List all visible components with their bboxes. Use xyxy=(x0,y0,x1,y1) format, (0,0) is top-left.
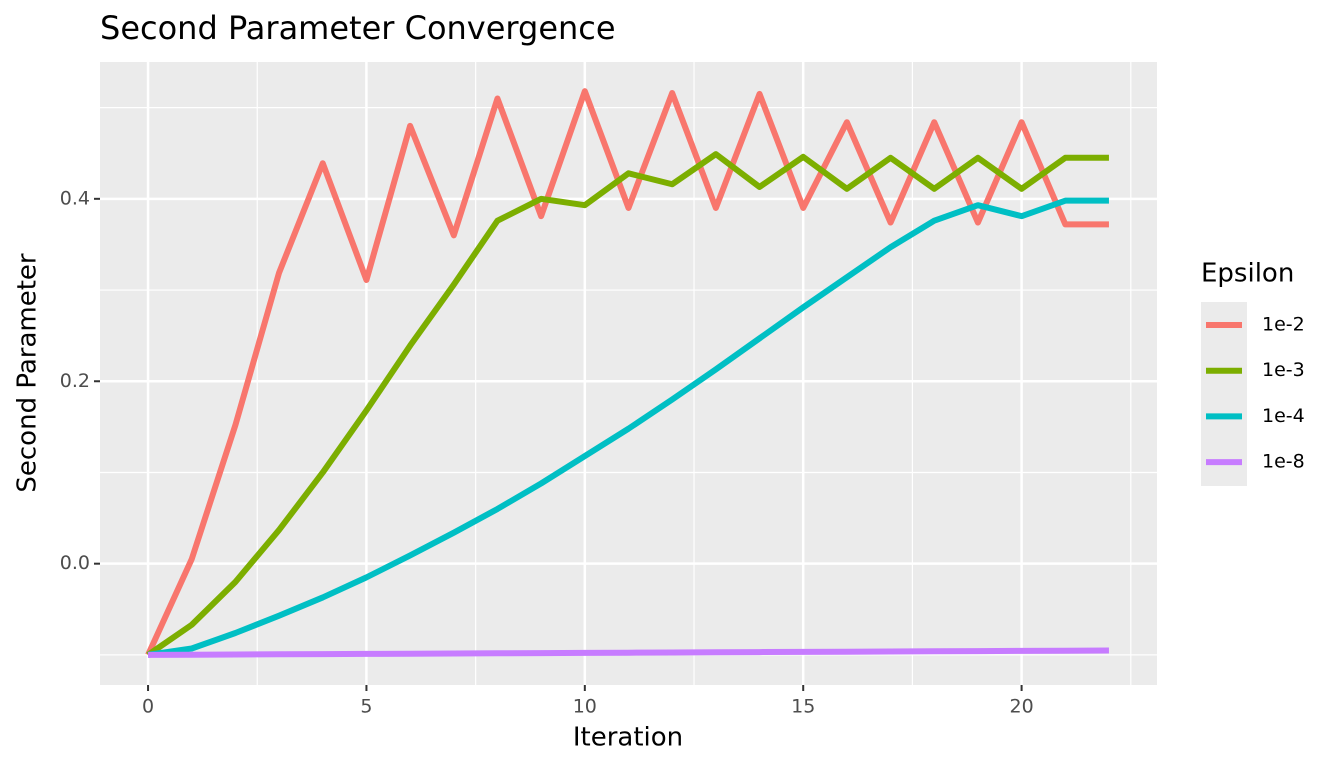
x-tick-label: 5 xyxy=(360,696,372,718)
x-axis-label: Iteration xyxy=(573,723,683,753)
y-axis-label: Second Parameter xyxy=(13,253,43,493)
x-tick-label: 0 xyxy=(142,696,154,718)
series-line xyxy=(146,151,1109,658)
legend-title: Epsilon xyxy=(1201,259,1294,289)
series-line xyxy=(145,88,1109,657)
legend-label: 1e-4 xyxy=(1262,405,1305,427)
legend-label: 1e-3 xyxy=(1262,359,1305,381)
series-line xyxy=(147,197,1109,658)
x-tick-label: 20 xyxy=(1010,696,1034,718)
y-tick-label: 0.2 xyxy=(60,370,90,392)
chart-title: Second Parameter Convergence xyxy=(100,9,616,47)
y-tick-label: 0.4 xyxy=(60,187,90,209)
x-tick-label: 15 xyxy=(791,696,815,718)
panel xyxy=(100,62,1157,685)
legend-label: 1e-8 xyxy=(1262,451,1305,473)
legend-key-bg xyxy=(1201,302,1247,486)
x-tick-label: 10 xyxy=(573,696,597,718)
series-line xyxy=(148,647,1109,658)
y-tick-label: 0.0 xyxy=(60,552,90,574)
legend-label: 1e-2 xyxy=(1262,314,1305,336)
